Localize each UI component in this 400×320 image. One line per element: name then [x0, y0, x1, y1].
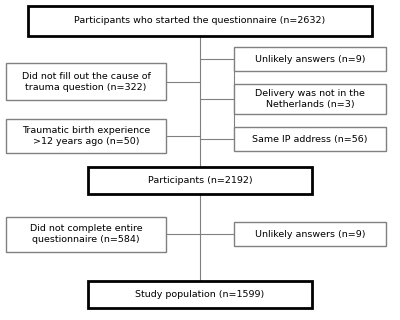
FancyBboxPatch shape [28, 5, 372, 36]
FancyBboxPatch shape [6, 119, 166, 153]
Text: Study population (n=1599): Study population (n=1599) [135, 290, 265, 299]
Text: Participants (n=2192): Participants (n=2192) [148, 176, 252, 185]
FancyBboxPatch shape [234, 47, 386, 71]
FancyBboxPatch shape [88, 281, 312, 308]
Text: Delivery was not in the
Netherlands (n=3): Delivery was not in the Netherlands (n=3… [255, 89, 365, 109]
Text: Traumatic birth experience
>12 years ago (n=50): Traumatic birth experience >12 years ago… [22, 126, 150, 146]
FancyBboxPatch shape [234, 127, 386, 151]
Text: Unlikely answers (n=9): Unlikely answers (n=9) [255, 230, 365, 239]
Text: Unlikely answers (n=9): Unlikely answers (n=9) [255, 55, 365, 64]
Text: Participants who started the questionnaire (n=2632): Participants who started the questionnai… [74, 16, 326, 25]
FancyBboxPatch shape [88, 167, 312, 194]
FancyBboxPatch shape [6, 217, 166, 252]
Text: Same IP address (n=56): Same IP address (n=56) [252, 135, 368, 144]
FancyBboxPatch shape [6, 63, 166, 100]
Text: Did not fill out the cause of
trauma question (n=322): Did not fill out the cause of trauma que… [22, 72, 150, 92]
Text: Did not complete entire
questionnaire (n=584): Did not complete entire questionnaire (n… [30, 224, 142, 244]
FancyBboxPatch shape [234, 84, 386, 114]
FancyBboxPatch shape [234, 222, 386, 246]
